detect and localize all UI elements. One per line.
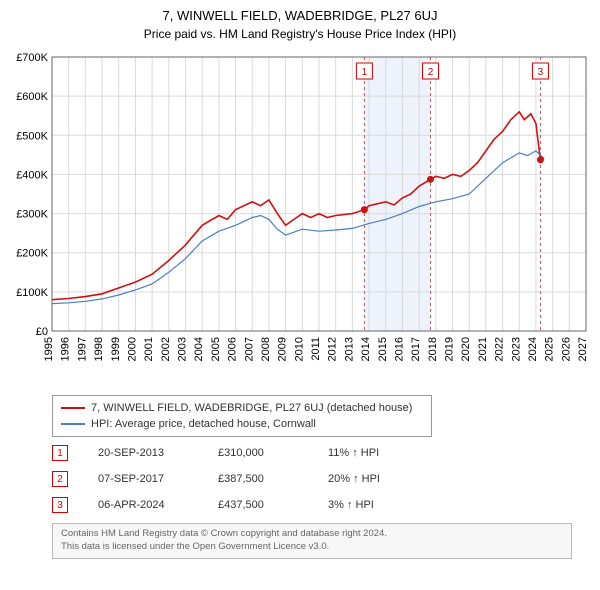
svg-text:2013: 2013 [343, 337, 355, 361]
svg-text:2014: 2014 [360, 337, 372, 361]
sale-pct: 3% ↑ HPI [328, 499, 408, 511]
svg-text:2021: 2021 [477, 337, 489, 361]
svg-text:2000: 2000 [126, 337, 138, 361]
svg-text:1: 1 [362, 67, 368, 78]
sale-marker-box: 1 [52, 445, 68, 461]
sales-table: 1 20-SEP-2013 £310,000 11% ↑ HPI 2 07-SEP-201… [52, 445, 596, 513]
legend-swatch [61, 407, 85, 409]
legend: 7, WINWELL FIELD, WADEBRIDGE, PL27 6UJ (… [52, 395, 432, 437]
sale-date: 06-APR-2024 [98, 499, 188, 511]
svg-text:2017: 2017 [410, 337, 422, 361]
footer-line-2: This data is licensed under the Open Gov… [61, 541, 563, 554]
svg-text:2026: 2026 [560, 337, 572, 361]
svg-text:2005: 2005 [210, 337, 222, 361]
sale-pct: 11% ↑ HPI [328, 447, 408, 459]
svg-text:2006: 2006 [227, 337, 239, 361]
svg-text:2019: 2019 [444, 337, 456, 361]
svg-text:2020: 2020 [460, 337, 472, 361]
sale-marker-box: 2 [52, 471, 68, 487]
svg-text:2011: 2011 [310, 337, 322, 361]
svg-text:2003: 2003 [177, 337, 189, 361]
svg-text:£200K: £200K [16, 248, 48, 260]
sale-price: £310,000 [218, 447, 298, 459]
sale-price: £437,500 [218, 499, 298, 511]
chart-subtitle: Price paid vs. HM Land Registry's House … [4, 27, 596, 41]
sale-row: 2 07-SEP-2017 £387,500 20% ↑ HPI [52, 471, 596, 487]
sale-row: 1 20-SEP-2013 £310,000 11% ↑ HPI [52, 445, 596, 461]
legend-item: HPI: Average price, detached house, Corn… [61, 416, 423, 432]
sale-date: 20-SEP-2013 [98, 447, 188, 459]
svg-text:2022: 2022 [494, 337, 506, 361]
svg-text:2018: 2018 [427, 337, 439, 361]
svg-text:£500K: £500K [16, 130, 48, 142]
legend-label: 7, WINWELL FIELD, WADEBRIDGE, PL27 6UJ (… [91, 400, 412, 416]
svg-text:2001: 2001 [143, 337, 155, 361]
svg-text:2025: 2025 [544, 337, 556, 361]
svg-text:2016: 2016 [393, 337, 405, 361]
svg-text:1998: 1998 [93, 337, 105, 361]
legend-label: HPI: Average price, detached house, Corn… [91, 416, 316, 432]
svg-text:2015: 2015 [377, 337, 389, 361]
svg-text:2010: 2010 [293, 337, 305, 361]
svg-text:1999: 1999 [110, 337, 122, 361]
svg-text:2009: 2009 [277, 337, 289, 361]
svg-text:2002: 2002 [160, 337, 172, 361]
svg-text:2: 2 [428, 67, 434, 78]
price-chart: £0 £100K £200K £300K £400K £500K £600K £700K 199… [4, 49, 596, 389]
svg-text:1995: 1995 [43, 337, 55, 361]
chart-title: 7, WINWELL FIELD, WADEBRIDGE, PL27 6UJ [4, 8, 596, 23]
svg-text:2007: 2007 [243, 337, 255, 361]
svg-text:2023: 2023 [510, 337, 522, 361]
svg-text:£600K: £600K [16, 91, 48, 103]
svg-text:2024: 2024 [527, 337, 539, 361]
legend-swatch [61, 423, 85, 425]
svg-text:£100K: £100K [16, 287, 48, 299]
footer-line-1: Contains HM Land Registry data © Crown c… [61, 528, 563, 541]
svg-text:£400K: £400K [16, 169, 48, 181]
svg-text:£0: £0 [36, 326, 48, 338]
svg-text:3: 3 [538, 67, 544, 78]
sale-date: 07-SEP-2017 [98, 473, 188, 485]
svg-text:£300K: £300K [16, 209, 48, 221]
sale-price: £387,500 [218, 473, 298, 485]
footer-attribution: Contains HM Land Registry data © Crown c… [52, 523, 572, 559]
sale-row: 3 06-APR-2024 £437,500 3% ↑ HPI [52, 497, 596, 513]
svg-text:£700K: £700K [16, 52, 48, 64]
svg-text:2004: 2004 [193, 337, 205, 361]
svg-text:2027: 2027 [577, 337, 589, 361]
svg-text:1996: 1996 [60, 337, 72, 361]
svg-text:2008: 2008 [260, 337, 272, 361]
sale-pct: 20% ↑ HPI [328, 473, 408, 485]
sale-marker-box: 3 [52, 497, 68, 513]
svg-text:1997: 1997 [76, 337, 88, 361]
chart-area: £0 £100K £200K £300K £400K £500K £600K £700K 199… [4, 49, 596, 389]
legend-item: 7, WINWELL FIELD, WADEBRIDGE, PL27 6UJ (… [61, 400, 423, 416]
svg-text:2012: 2012 [327, 337, 339, 361]
